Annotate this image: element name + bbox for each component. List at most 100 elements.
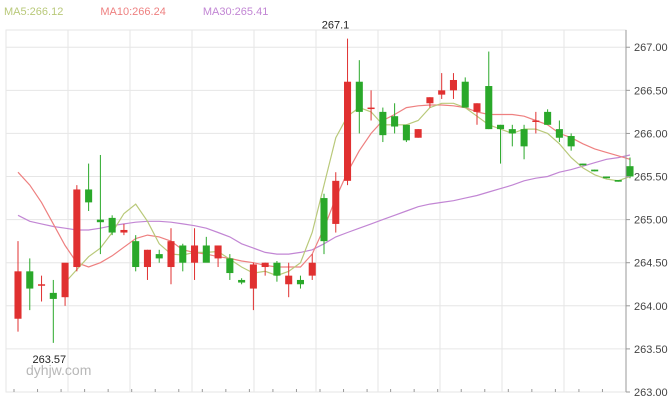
candle <box>344 38 352 186</box>
candle-body <box>143 249 151 268</box>
candle-body <box>167 241 175 268</box>
y-tick-label: 264.00 <box>634 301 668 313</box>
candle-body <box>508 129 516 134</box>
candle-body <box>320 198 328 242</box>
candle <box>214 245 222 268</box>
grid-layer <box>5 29 627 393</box>
candle-body <box>155 254 163 259</box>
legend: MA5:266.12 MA10:266.24 MA30:265.41 <box>4 6 302 18</box>
candle-body <box>308 262 316 276</box>
candle <box>332 172 340 233</box>
candle-body <box>120 229 128 233</box>
candle-body <box>602 176 610 179</box>
candle <box>143 249 151 280</box>
y-tick-label: 264.50 <box>634 258 668 270</box>
candle-body <box>273 262 281 276</box>
candle-body <box>191 245 199 263</box>
candle <box>449 73 457 99</box>
candle <box>167 228 175 285</box>
candle <box>497 124 505 164</box>
candle-body <box>61 262 69 298</box>
candle <box>591 169 599 172</box>
candle-body <box>96 219 104 223</box>
candle <box>249 262 257 311</box>
candle-body <box>614 179 622 182</box>
y-axis: 267.00 266.50 266.00 265.50 265.00 264.50 264.… <box>13 30 668 399</box>
candle <box>96 154 104 255</box>
y-tick-label: 265.50 <box>634 172 668 184</box>
candle-body <box>202 245 210 263</box>
candle <box>14 241 22 332</box>
candle-body <box>414 129 422 138</box>
candle-body <box>485 86 493 130</box>
candle-body <box>344 81 352 181</box>
candle <box>120 223 128 236</box>
candle <box>567 133 575 151</box>
candle-layer <box>14 38 634 343</box>
candle-body <box>249 264 257 289</box>
moving-average-layer <box>17 102 631 283</box>
candle-body <box>591 169 599 172</box>
y-tick-label: 265.00 <box>634 215 668 227</box>
y-tick-label: 267.00 <box>634 42 668 54</box>
candle <box>626 157 634 179</box>
candle-body <box>332 180 340 224</box>
candle-body <box>214 245 222 259</box>
candle <box>308 254 316 280</box>
legend-ma5: MA5:266.12 <box>4 6 64 18</box>
candle <box>614 179 622 182</box>
candle <box>155 249 163 263</box>
candle-body <box>473 103 481 112</box>
annotation-layer: 267.1 263.57 <box>32 20 349 366</box>
candle <box>579 163 587 166</box>
annotation-high: 267.1 <box>322 20 350 32</box>
candle <box>49 279 57 343</box>
candle <box>261 262 269 276</box>
candle-body <box>49 292 57 299</box>
candle-body <box>355 81 363 112</box>
y-tick-label: 263.50 <box>634 344 668 356</box>
candle <box>555 120 563 143</box>
candle-body <box>73 189 81 268</box>
candle <box>473 103 481 125</box>
candle <box>485 51 493 130</box>
candle-body <box>14 271 22 319</box>
candle-body <box>367 107 375 110</box>
y-tick-label: 266.50 <box>634 85 668 97</box>
candle <box>296 275 304 289</box>
candle-body <box>461 81 469 108</box>
candle <box>132 235 140 272</box>
candle <box>532 111 540 134</box>
candle-body <box>226 258 234 274</box>
candle <box>238 278 246 285</box>
candle-body <box>238 279 246 283</box>
candle <box>202 236 210 263</box>
legend-ma10: MA10:266.24 <box>100 6 166 18</box>
candle <box>61 262 69 306</box>
candle <box>391 103 399 134</box>
candle <box>461 77 469 108</box>
candle <box>544 109 552 125</box>
candle <box>520 124 528 160</box>
candle <box>26 258 34 311</box>
candle-body <box>532 120 540 122</box>
candle <box>355 60 363 134</box>
candle <box>273 260 281 282</box>
candle <box>602 176 610 179</box>
watermark: dyhjw.com <box>26 362 92 378</box>
candle-body <box>391 116 399 127</box>
candle-body <box>426 97 434 104</box>
candle <box>73 185 81 272</box>
candle <box>108 215 116 236</box>
candle <box>414 129 422 138</box>
candle <box>85 163 93 211</box>
legend-ma30: MA30:265.41 <box>202 6 269 18</box>
candle <box>285 262 293 298</box>
y-tick-label: 263.00 <box>634 387 668 399</box>
candle <box>367 90 375 121</box>
candle <box>320 193 328 255</box>
y-tick-label: 266.00 <box>634 128 668 140</box>
candle-body <box>132 241 140 268</box>
candle <box>508 124 516 147</box>
